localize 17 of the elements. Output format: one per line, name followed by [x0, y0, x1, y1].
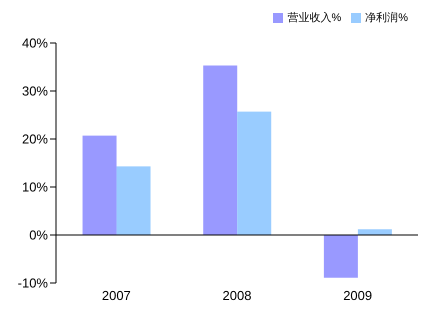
bar [324, 235, 358, 278]
x-tick-label: 2007 [102, 288, 131, 304]
bar [203, 66, 238, 235]
x-tick-label: 2009 [343, 288, 372, 304]
legend-label: 净利润% [365, 12, 408, 24]
y-tick-label: 10% [22, 180, 48, 195]
y-tick-label: 30% [22, 84, 48, 99]
y-tick-label: 0% [29, 228, 48, 243]
y-tick-label: 40% [22, 36, 48, 51]
bar [116, 166, 151, 235]
bar [82, 136, 117, 235]
x-tick-label: 2008 [222, 288, 252, 304]
bar [237, 112, 272, 235]
y-tick-label: -10% [18, 276, 48, 291]
bar [358, 229, 392, 235]
y-tick-label: 20% [22, 132, 48, 147]
legend-label: 营业收入% [287, 12, 342, 24]
